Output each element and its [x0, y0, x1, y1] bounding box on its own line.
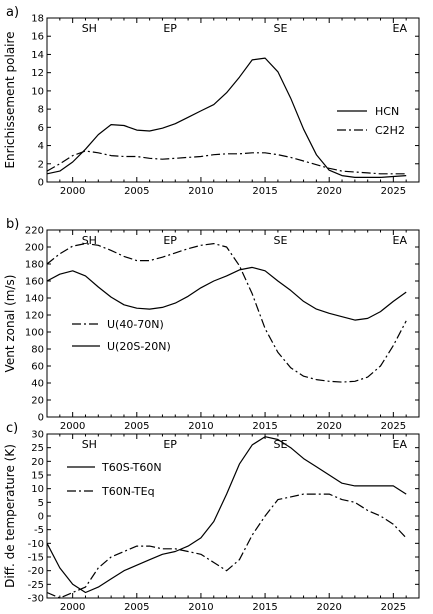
panel-3-xtick-label: 2015	[252, 602, 277, 613]
panel-2-series-u-40-70n-	[46, 243, 407, 383]
panel-1-ytick-label: 0	[38, 178, 44, 189]
panel-1-ytick-label: 16	[31, 32, 44, 43]
panel-2-series-u-20s-20n-	[46, 266, 407, 321]
panel-2-xtick-label: 2025	[381, 421, 406, 432]
panel-3-ytick-label: -25	[28, 580, 44, 591]
panel-1-ytick-label: 2	[38, 159, 44, 170]
panel-2-frame	[46, 229, 420, 418]
panel-1-xtick-label: 2010	[188, 186, 213, 197]
panel-3-season-ea: EA	[393, 438, 408, 451]
panel-2-xtick-label: 2020	[316, 421, 341, 432]
panel-2-letter: b)	[6, 217, 19, 232]
panel-3-season-se: SE	[273, 438, 287, 451]
panel-3-letter: c)	[6, 421, 18, 436]
panel-2-ytick-label: 220	[25, 226, 44, 237]
panel-2-ytick-label: 20	[31, 396, 44, 407]
panel-3-xtick-label: 2000	[60, 602, 85, 613]
panel-3-ytick-label: 10	[31, 484, 44, 495]
panel-3-ytick-label: 5	[38, 498, 44, 509]
panel-1-season-ep: EP	[163, 22, 177, 35]
panel-3-xtick-label: 2020	[316, 602, 341, 613]
panel-2-season-ep: EP	[163, 234, 177, 247]
panel-3-ytick-label: 25	[31, 443, 44, 454]
panel-2-ytick-label: 200	[25, 243, 44, 254]
panel-2-ytick-label: 180	[25, 260, 44, 271]
panel-1-xtick-label: 2025	[381, 186, 406, 197]
panel-2-ytick-label: 100	[25, 328, 44, 339]
panel-1-season-ea: EA	[393, 22, 408, 35]
panel-2-xtick-label: 2000	[60, 421, 85, 432]
panel-1-ytick-label: 6	[38, 123, 44, 134]
panel-2-xtick-label: 2015	[252, 421, 277, 432]
panel-3-ytick-label: -30	[28, 594, 44, 605]
panel-1-xtick-label: 2015	[252, 186, 277, 197]
panel-2-ytick-label: 140	[25, 294, 44, 305]
panel-1-xtick-label: 2020	[316, 186, 341, 197]
panel-3-xtick-label: 2010	[188, 602, 213, 613]
panel-2-xtick-label: 2010	[188, 421, 213, 432]
panel-2-ytick-label: 60	[31, 362, 44, 373]
panel-3-ytick-label: -20	[28, 566, 44, 577]
panel-3-season-ep: EP	[163, 438, 177, 451]
panel-2-ytick-label: 40	[31, 379, 44, 390]
panel-3-frame	[46, 433, 420, 599]
panel-2-xtick-label: 2005	[124, 421, 149, 432]
panel-2-season-se: SE	[273, 234, 287, 247]
panel-2-ytick-label: 0	[38, 413, 44, 424]
panel-1-xtick-label: 2000	[60, 186, 85, 197]
panel-3-xtick-label: 2005	[124, 602, 149, 613]
panel-2-ytick-label: 80	[31, 345, 44, 356]
panel-3-series-t60n-teq	[46, 493, 407, 599]
panel-1-ytick-label: 8	[38, 105, 44, 116]
panel-3-legend-label: T60N-TEq	[101, 485, 155, 498]
panel-1-ytick-label: 4	[38, 141, 44, 152]
panel-1-ytick-label: 12	[31, 68, 44, 79]
panel-1-frame	[46, 17, 420, 183]
panel-2-legend-label: U(20S-20N)	[107, 340, 171, 353]
panel-3-ylabel: Diff. de temperature (K)	[3, 444, 17, 588]
panel-3-season-sh: SH	[82, 438, 97, 451]
panel-1-ylabel: Enrichissement polaire	[3, 31, 17, 168]
panel-1-season-se: SE	[273, 22, 287, 35]
panel-3-xtick-label: 2025	[381, 602, 406, 613]
panel-3-legend-label: T60S-T60N	[101, 461, 162, 474]
panel-3-ytick-label: -15	[28, 553, 44, 564]
panel-1-ytick-label: 14	[31, 50, 44, 61]
panel-1-series-c2h2	[46, 150, 407, 175]
panel-3-series-t60s-t60n	[46, 436, 407, 594]
panel-1-letter: a)	[6, 5, 19, 20]
panel-3-ytick-label: -10	[28, 539, 44, 550]
panel-1-xtick-label: 2005	[124, 186, 149, 197]
panel-2-season-ea: EA	[393, 234, 408, 247]
panel-2-legend-label: U(40-70N)	[107, 318, 164, 331]
panel-3-ytick-label: 15	[31, 471, 44, 482]
panel-2-season-sh: SH	[82, 234, 97, 247]
panel-1-series-hcn	[46, 57, 407, 178]
panel-3-ytick-label: 0	[38, 512, 44, 523]
panel-1-legend-label: C2H2	[375, 124, 405, 137]
panel-1-season-sh: SH	[82, 22, 97, 35]
panel-3-ytick-label: 20	[31, 457, 44, 468]
panel-2-ylabel: Vent zonal (m/s)	[3, 275, 17, 373]
panel-2-ytick-label: 160	[25, 277, 44, 288]
panel-1-ytick-label: 10	[31, 86, 44, 97]
panel-3-ytick-label: -5	[34, 525, 44, 536]
panel-2-ytick-label: 120	[25, 311, 44, 322]
panel-1-ytick-label: 18	[31, 14, 44, 25]
panel-3-ytick-label: 30	[31, 430, 44, 441]
panel-1-legend-label: HCN	[375, 105, 399, 118]
